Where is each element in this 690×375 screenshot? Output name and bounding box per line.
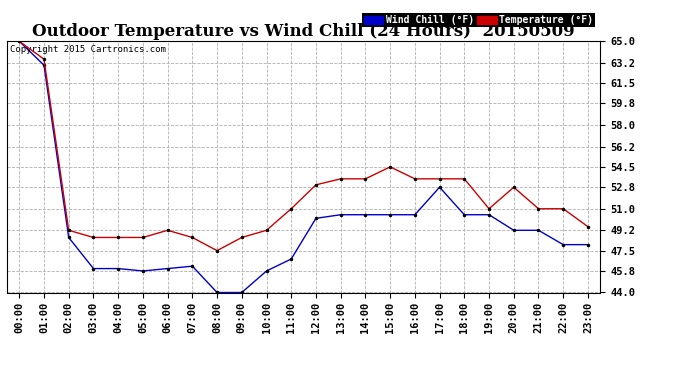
Title: Outdoor Temperature vs Wind Chill (24 Hours)  20150509: Outdoor Temperature vs Wind Chill (24 Ho… — [32, 23, 575, 40]
Legend: Wind Chill (°F), Temperature (°F): Wind Chill (°F), Temperature (°F) — [362, 13, 595, 27]
Text: Copyright 2015 Cartronics.com: Copyright 2015 Cartronics.com — [10, 45, 166, 54]
